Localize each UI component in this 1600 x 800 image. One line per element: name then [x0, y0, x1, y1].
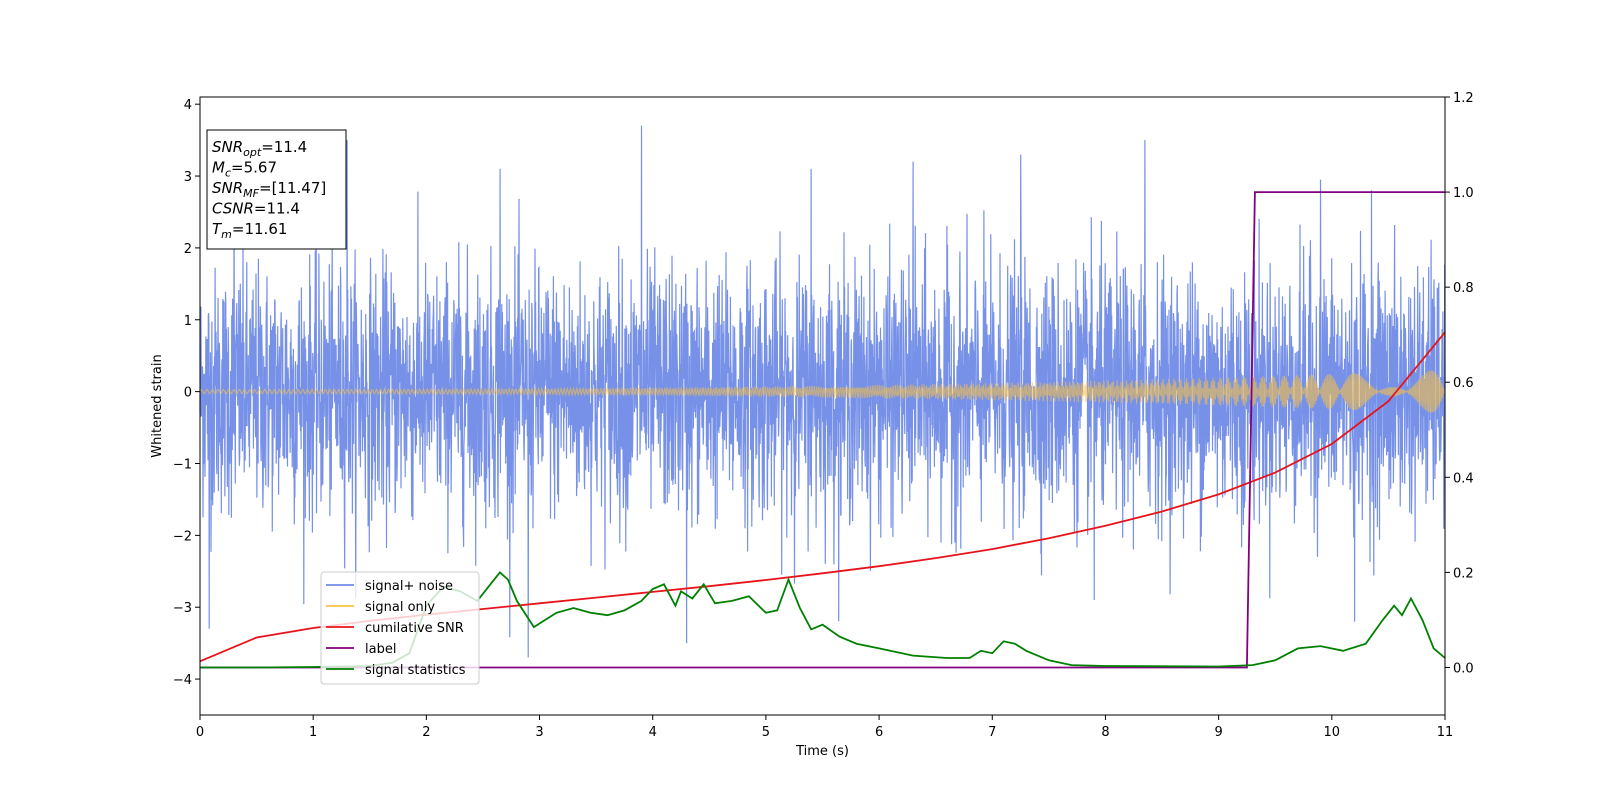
x-tick-label: 7: [988, 725, 996, 740]
y2-tick-label: 0.6: [1453, 376, 1474, 391]
x-tick-label: 10: [1324, 725, 1341, 740]
legend-label: signal+ noise: [365, 579, 453, 594]
y-tick-label: 1: [184, 314, 192, 329]
legend-label: cumilative SNR: [365, 621, 464, 636]
y-tick-label: 0: [184, 386, 192, 401]
x-tick-label: 8: [1101, 725, 1109, 740]
y-tick-label: −3: [173, 601, 192, 616]
x-tick-label: 1: [309, 725, 317, 740]
y2-tick-label: 0.4: [1453, 471, 1474, 486]
y-tick-label: −4: [173, 673, 192, 688]
x-tick-label: 11: [1437, 725, 1454, 740]
axis-ticks: 0 1 2 3 4 5 6 7 8 9 10 11 −4 −3 −2 −1 0 1 2 3 4 0.0 0.2 0.4 0.6 0…: [173, 91, 1474, 740]
y2-tick-label: 0.8: [1453, 281, 1474, 296]
series-signal-only-line: [199, 370, 1446, 413]
info-line: SNRopt=11.4: [212, 138, 307, 159]
series-label-line: [200, 191, 1445, 669]
legend-label: signal only: [365, 600, 435, 615]
x-tick-label: 2: [422, 725, 430, 740]
legend-label: label: [365, 642, 396, 657]
y-tick-label: −1: [173, 457, 192, 472]
legend-frame: [320, 571, 480, 685]
info-line: SNRMF=[11.47]: [212, 179, 326, 200]
legend: signal+ noise signal only cumilative SNR la…: [320, 571, 480, 685]
info-line: CSNR=11.4: [212, 200, 300, 218]
y2-tick-label: 1.2: [1453, 91, 1474, 106]
x-tick-label: 6: [875, 725, 883, 740]
x-tick-label: 5: [762, 725, 770, 740]
info-box-frame: [206, 129, 347, 250]
info-line: Tm=11.61: [212, 220, 287, 241]
y-tick-label: 2: [184, 242, 192, 257]
info-line: Mc=5.67: [212, 159, 277, 180]
y2-tick-label: 1.0: [1453, 186, 1474, 201]
x-tick-label: 9: [1214, 725, 1222, 740]
x-tick-label: 3: [535, 725, 543, 740]
y-axis-label: Whitened strain: [150, 354, 165, 457]
y-tick-label: 4: [184, 98, 192, 113]
x-tick-label: 0: [196, 725, 204, 740]
y-tick-label: 3: [184, 170, 192, 185]
y2-tick-label: 0.0: [1453, 661, 1474, 676]
info-box: SNRopt=11.4Mc=5.67SNRMF=[11.47]CSNR=11.4…: [206, 129, 347, 250]
y2-tick-label: 0.2: [1453, 566, 1474, 581]
legend-label: signal statistics: [365, 663, 466, 678]
axes-frame: [199, 96, 1446, 716]
x-axis-label: Time (s): [795, 744, 849, 759]
y-tick-label: −2: [173, 529, 192, 544]
series-signal-noise-line: [199, 125, 1446, 658]
series-signal-statistics-line: [200, 571, 1446, 669]
x-tick-label: 4: [649, 725, 657, 740]
